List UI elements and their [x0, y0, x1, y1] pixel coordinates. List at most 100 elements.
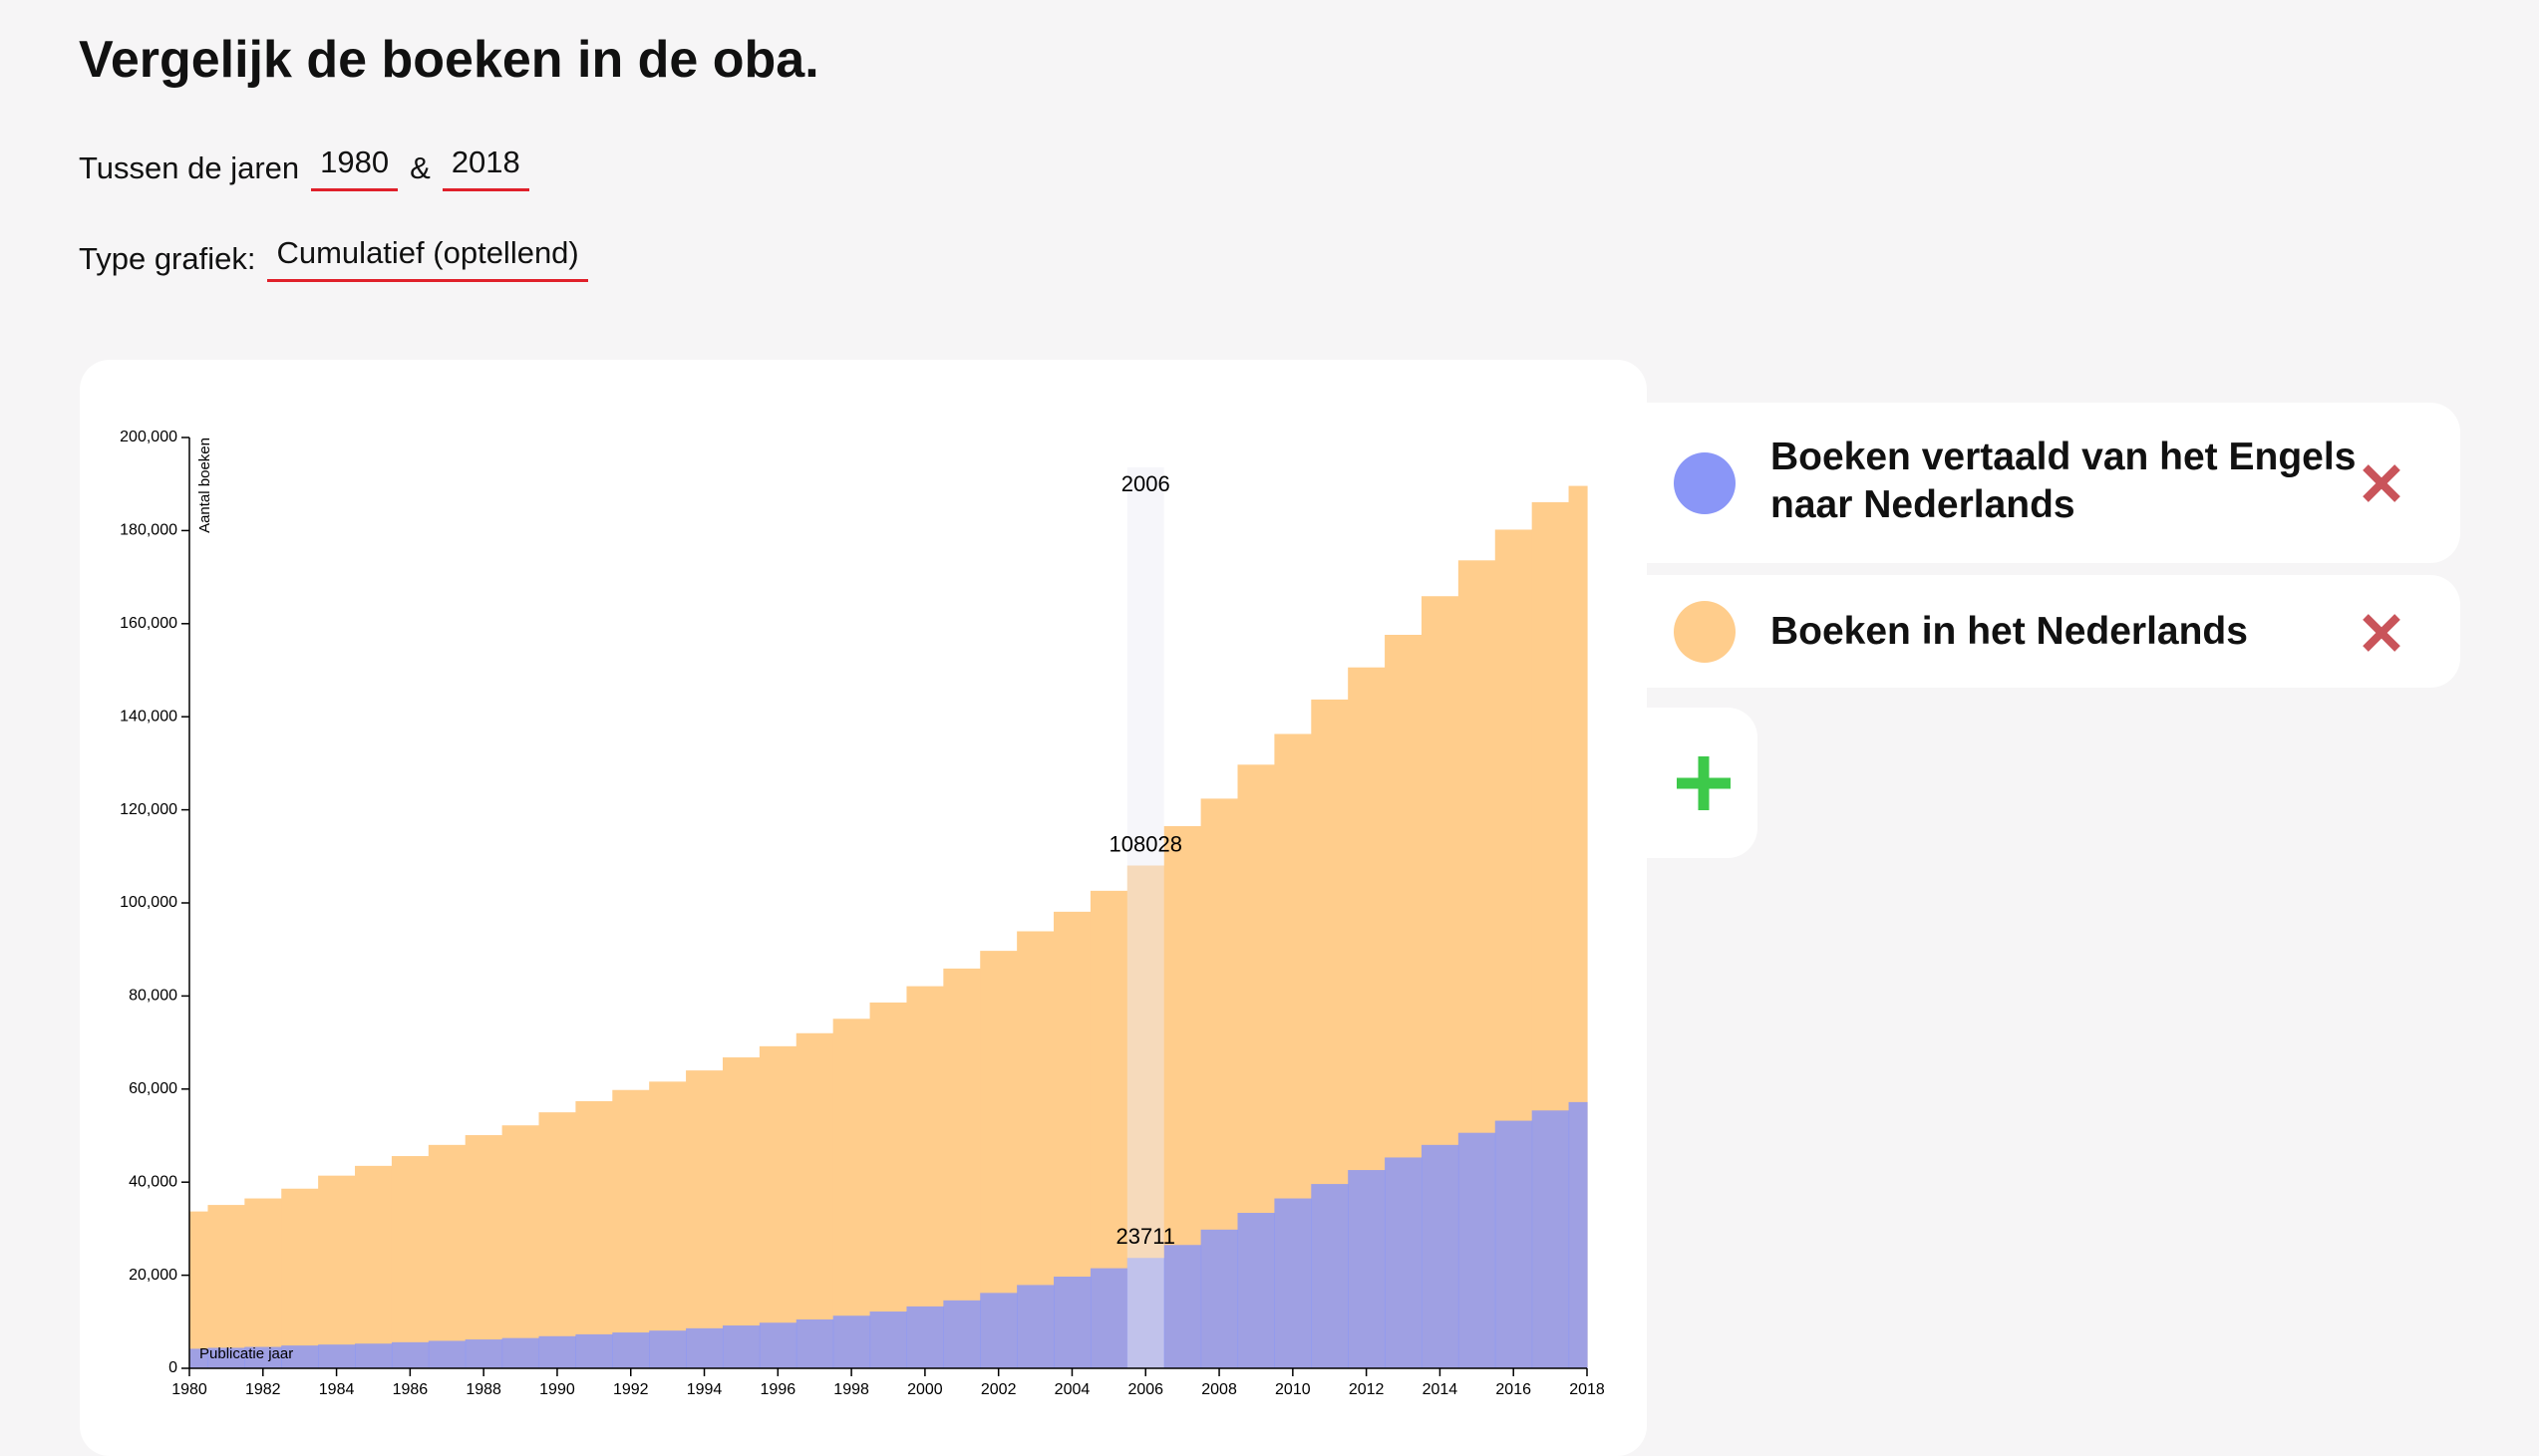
x-tick-label: 1996	[761, 1381, 796, 1398]
area-step	[906, 1306, 944, 1368]
x-tick-label: 2014	[1423, 1381, 1458, 1398]
area-step	[1126, 1258, 1165, 1368]
area-step	[759, 1322, 797, 1368]
area-step	[1237, 1213, 1275, 1368]
area-step	[795, 1032, 834, 1368]
x-tick-label: 1988	[466, 1381, 501, 1398]
value-label: 108028	[1110, 831, 1182, 856]
legend-item[interactable]: Boeken vertaald van het Engels naar Nede…	[1647, 403, 2460, 563]
y-tick-label: 120,000	[120, 801, 177, 818]
remove-button[interactable]	[2360, 611, 2403, 655]
x-tick-label: 1986	[393, 1381, 429, 1398]
area-step	[501, 1125, 540, 1368]
area-step	[318, 1344, 356, 1368]
x-tick-label: 1998	[833, 1381, 869, 1398]
x-tick-label: 1994	[687, 1381, 723, 1398]
range-label: Tussen de jaren	[79, 149, 300, 185]
x-tick-label: 1984	[319, 1381, 355, 1398]
area-step	[1531, 1110, 1570, 1368]
remove-button[interactable]	[2360, 461, 2403, 505]
area-step	[649, 1081, 687, 1368]
x-tick-label: 2006	[1127, 1381, 1163, 1398]
y-tick-label: 180,000	[120, 522, 177, 539]
area-step	[980, 1293, 1018, 1368]
y-tick-label: 0	[168, 1359, 177, 1376]
area-step	[1385, 1157, 1423, 1368]
area-step	[1568, 1101, 1588, 1368]
x-tick-label: 1980	[171, 1381, 207, 1398]
y-tick-label: 140,000	[120, 708, 177, 725]
y-tick-label: 200,000	[120, 429, 177, 445]
area-step	[355, 1343, 393, 1368]
x-axis-label: Publicatie jaar	[199, 1345, 293, 1362]
x-tick-label: 2004	[1055, 1381, 1091, 1398]
area-step	[1163, 1245, 1202, 1368]
type-row: Type grafiek: Cumulatief (optellend)	[79, 235, 600, 282]
hover-band	[1126, 467, 1164, 1368]
area-step	[1348, 1170, 1386, 1368]
y-tick-label: 60,000	[129, 1080, 177, 1097]
x-tick-label: 2002	[981, 1381, 1017, 1398]
area-step	[869, 1311, 908, 1368]
type-select[interactable]: Cumulatief (optellend)	[267, 235, 588, 282]
area-step	[649, 1330, 687, 1368]
x-tick-label: 2000	[907, 1381, 943, 1398]
value-label: 23711	[1115, 1224, 1175, 1249]
y-tick-label: 100,000	[120, 894, 177, 911]
x-tick-label: 1992	[613, 1381, 649, 1398]
x-tick-label: 1990	[539, 1381, 575, 1398]
area-step	[686, 1070, 724, 1368]
area-step	[465, 1339, 503, 1368]
from-input[interactable]: 1980	[311, 145, 399, 191]
area-step	[1494, 1120, 1533, 1368]
area-step	[281, 1188, 319, 1368]
y-tick-label: 80,000	[129, 988, 177, 1005]
area-step	[1054, 1277, 1092, 1368]
area-step	[575, 1100, 613, 1368]
area-step	[759, 1045, 797, 1368]
page: Vergelijk de boeken in de oba. Tussen de…	[79, 31, 2460, 1399]
x-tick-label: 2012	[1349, 1381, 1385, 1398]
area-step	[906, 986, 944, 1368]
area-step	[189, 1348, 209, 1368]
x-tick-label: 2016	[1495, 1381, 1531, 1398]
area-step	[355, 1165, 393, 1368]
x-tick-label: 2010	[1275, 1381, 1311, 1398]
y-tick-label: 40,000	[129, 1173, 177, 1190]
add-button[interactable]	[1647, 708, 1757, 858]
area-step	[244, 1198, 282, 1368]
chart: 2006 108028 23711 0 20,000 40,000 60,000 80,000…	[120, 429, 1605, 1398]
area-step	[207, 1347, 245, 1368]
area-step	[1421, 1144, 1459, 1368]
area-step	[869, 1002, 908, 1368]
area-step	[612, 1332, 650, 1368]
type-label: Type grafiek:	[79, 240, 256, 276]
area-step	[1457, 1132, 1496, 1368]
area-step	[465, 1135, 503, 1368]
area-step	[795, 1318, 834, 1368]
to-input[interactable]: 2018	[442, 145, 529, 191]
area-step	[1274, 1198, 1312, 1368]
legend-label: Boeken vertaald van het Engels naar Nede…	[1770, 436, 2357, 526]
x-tick-label: 2008	[1201, 1381, 1237, 1398]
area-step	[722, 1325, 761, 1368]
area-step	[538, 1112, 576, 1368]
y-tick-label: 160,000	[120, 615, 177, 632]
legend-label: Boeken in het Nederlands	[1770, 610, 2248, 653]
legend-item[interactable]: Boeken in het Nederlands	[1647, 575, 2460, 688]
range-row: Tussen de jaren 1980 & 2018	[79, 145, 541, 191]
area-step	[281, 1345, 319, 1368]
area-step	[1200, 1229, 1239, 1368]
area-step	[722, 1057, 761, 1368]
area-step	[428, 1144, 467, 1368]
area-step	[1017, 1285, 1055, 1368]
area-step	[538, 1335, 576, 1368]
area-step	[244, 1346, 282, 1368]
x-tick-label: 1982	[245, 1381, 281, 1398]
y-tick-label: 20,000	[129, 1267, 177, 1284]
area-step	[575, 1333, 613, 1368]
area-step	[391, 1156, 430, 1368]
plus-icon	[1677, 756, 1731, 810]
and: &	[410, 149, 431, 185]
y-axis-label: Aantal boeken	[196, 437, 213, 533]
